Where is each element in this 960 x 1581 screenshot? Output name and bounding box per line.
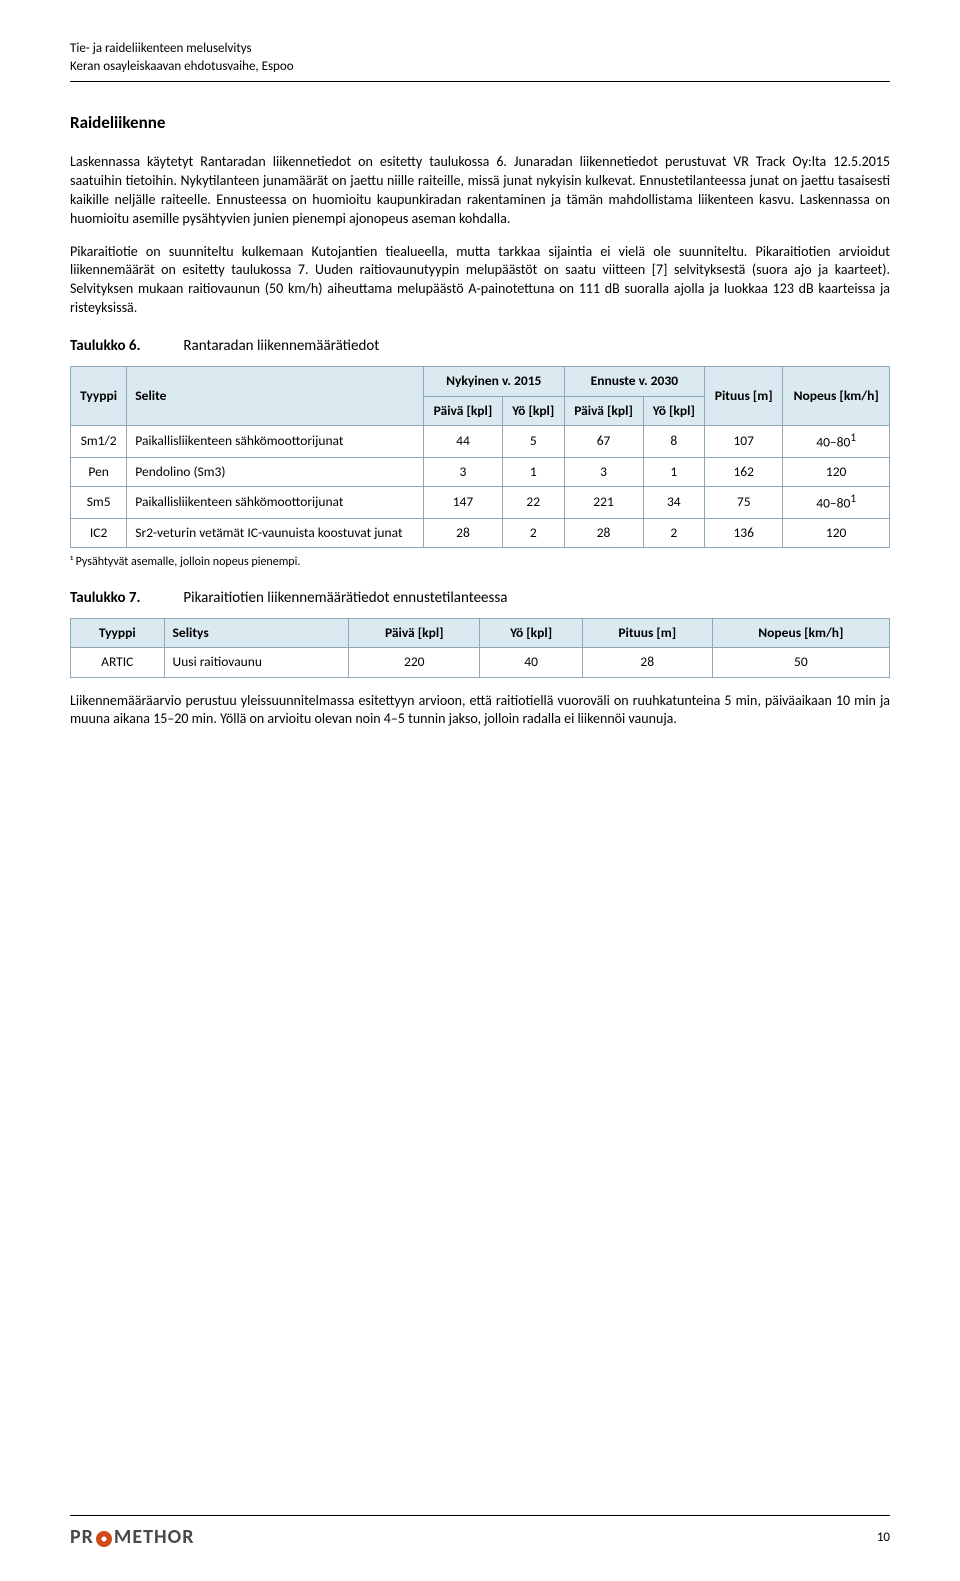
table7-caption: Taulukko 7. Pikaraitiotien liikennemäärä… <box>70 588 890 608</box>
table-row: Sm1/2Paikallisliikenteen sähkömoottoriju… <box>71 425 890 457</box>
table-row: ARTIC Uusi raitiovaunu 220 40 28 50 <box>71 648 890 677</box>
t6-p1: 44 <box>423 425 502 457</box>
table6-caption-text: Rantaradan liikennemäärätiedot <box>183 337 379 355</box>
t7-nopeus: 50 <box>712 648 889 677</box>
footer-rule <box>70 1515 890 1516</box>
table6-caption-label: Taulukko 6. <box>70 336 180 356</box>
t7-h-yo: Yö [kpl] <box>480 619 582 648</box>
t6-selite: Sr2-veturin vetämät IC-vaunuista koostuv… <box>127 518 424 547</box>
t6-h-ennuste: Ennuste v. 2030 <box>564 367 705 396</box>
t6-h-paiva1: Päivä [kpl] <box>423 396 502 425</box>
t6-y2: 8 <box>643 425 705 457</box>
t6-p1: 147 <box>423 486 502 518</box>
t6-nop: 120 <box>783 457 890 486</box>
t6-selite: Paikallisliikenteen sähkömoottorijunat <box>127 425 424 457</box>
t6-nop: 120 <box>783 518 890 547</box>
table6-caption: Taulukko 6. Rantaradan liikennemäärätied… <box>70 336 890 356</box>
t7-pituus: 28 <box>582 648 712 677</box>
page-number: 10 <box>877 1529 890 1547</box>
t6-h-yo1: Yö [kpl] <box>502 396 564 425</box>
t6-y2: 34 <box>643 486 705 518</box>
table7-caption-label: Taulukko 7. <box>70 588 180 608</box>
t6-p2: 221 <box>564 486 643 518</box>
t6-h-tyyppi: Tyyppi <box>71 367 127 425</box>
t6-y1: 1 <box>502 457 564 486</box>
t7-h-pituus: Pituus [m] <box>582 619 712 648</box>
logo-post: METHOR <box>114 1524 195 1551</box>
t6-y2: 2 <box>643 518 705 547</box>
table-row: IC2Sr2-veturin vetämät IC-vaunuista koos… <box>71 518 890 547</box>
table7: Tyyppi Selitys Päivä [kpl] Yö [kpl] Pitu… <box>70 618 890 677</box>
paragraph-1: Laskennassa käytetyt Rantaradan liikenne… <box>70 153 890 229</box>
table-row: PenPendolino (Sm3)3131162120 <box>71 457 890 486</box>
t6-p1: 3 <box>423 457 502 486</box>
section-title: Raideliikenne <box>70 112 890 135</box>
t6-nop: 40–801 <box>783 486 890 518</box>
t7-h-nopeus: Nopeus [km/h] <box>712 619 889 648</box>
t6-p2: 3 <box>564 457 643 486</box>
t6-tyyppi: Sm5 <box>71 486 127 518</box>
t6-tyyppi: Pen <box>71 457 127 486</box>
t6-p1: 28 <box>423 518 502 547</box>
table7-caption-text: Pikaraitiotien liikennemäärätiedot ennus… <box>183 589 507 607</box>
t7-h-tyyppi: Tyyppi <box>71 619 165 648</box>
t6-p2: 28 <box>564 518 643 547</box>
t7-yo: 40 <box>480 648 582 677</box>
t6-nop: 40–801 <box>783 425 890 457</box>
t6-h-yo2: Yö [kpl] <box>643 396 705 425</box>
t6-y1: 2 <box>502 518 564 547</box>
paragraph-2: Pikaraitiotie on suunniteltu kulkemaan K… <box>70 243 890 319</box>
logo-pre: PR <box>70 1524 94 1551</box>
t6-tyyppi: IC2 <box>71 518 127 547</box>
t6-y1: 22 <box>502 486 564 518</box>
t6-h-pituus: Pituus [m] <box>705 367 783 425</box>
t6-h-nykyinen: Nykyinen v. 2015 <box>423 367 564 396</box>
t6-p2: 67 <box>564 425 643 457</box>
t6-selite: Paikallisliikenteen sähkömoottorijunat <box>127 486 424 518</box>
header-rule <box>70 81 890 82</box>
t6-pit: 162 <box>705 457 783 486</box>
t7-h-selitys: Selitys <box>164 619 349 648</box>
page-footer: PR METHOR 10 <box>70 1515 890 1551</box>
t6-pit: 75 <box>705 486 783 518</box>
t6-selite: Pendolino (Sm3) <box>127 457 424 486</box>
header-line1: Tie- ja raideliikenteen meluselvitys <box>70 40 890 58</box>
paragraph-after: Liikennemääräarvio perustuu yleissuunnit… <box>70 692 890 730</box>
t7-selitys: Uusi raitiovaunu <box>164 648 349 677</box>
header-line2: Keran osayleiskaavan ehdotusvaihe, Espoo <box>70 58 890 76</box>
t6-pit: 107 <box>705 425 783 457</box>
table6-footnote: ¹ Pysähtyvät asemalle, jolloin nopeus pi… <box>70 554 890 570</box>
t6-h-paiva2: Päivä [kpl] <box>564 396 643 425</box>
t6-tyyppi: Sm1/2 <box>71 425 127 457</box>
t7-h-paiva: Päivä [kpl] <box>349 619 480 648</box>
t6-y2: 1 <box>643 457 705 486</box>
table6: Tyyppi Selite Nykyinen v. 2015 Ennuste v… <box>70 366 890 547</box>
logo-o-icon <box>96 1531 112 1547</box>
t7-paiva: 220 <box>349 648 480 677</box>
t6-pit: 136 <box>705 518 783 547</box>
promethor-logo: PR METHOR <box>70 1524 194 1551</box>
doc-header: Tie- ja raideliikenteen meluselvitys Ker… <box>70 40 890 75</box>
t6-y1: 5 <box>502 425 564 457</box>
table-row: Sm5Paikallisliikenteen sähkömoottorijuna… <box>71 486 890 518</box>
t7-tyyppi: ARTIC <box>71 648 165 677</box>
t6-h-nopeus: Nopeus [km/h] <box>783 367 890 425</box>
t6-h-selite: Selite <box>127 367 424 425</box>
